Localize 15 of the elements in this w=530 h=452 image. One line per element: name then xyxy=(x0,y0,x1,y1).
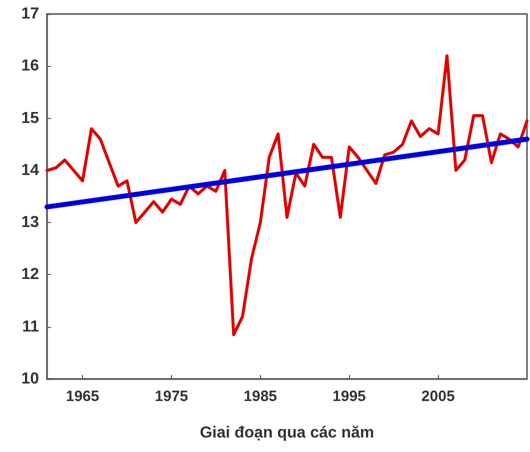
x-tick-label: 1965 xyxy=(66,388,100,405)
line-series xyxy=(46,54,528,336)
x-tick-label: 2005 xyxy=(421,388,455,405)
x-tick-label: 1985 xyxy=(244,388,278,405)
y-tick-label: 11 xyxy=(22,318,40,336)
y-tick-label: 10 xyxy=(21,370,40,388)
y-tick-label: 12 xyxy=(21,266,40,284)
y-tick-label: 17 xyxy=(21,6,40,22)
x-tick-label: 1975 xyxy=(154,388,188,405)
x-axis-title: Giai đoạn qua các năm xyxy=(200,424,374,442)
y-tick-label: 16 xyxy=(21,58,40,75)
x-tick-label: 1995 xyxy=(332,388,366,405)
y-tick-label: 15 xyxy=(21,110,40,127)
y-tick-label: 13 xyxy=(21,214,40,232)
y-tick-label: 14 xyxy=(21,162,40,179)
